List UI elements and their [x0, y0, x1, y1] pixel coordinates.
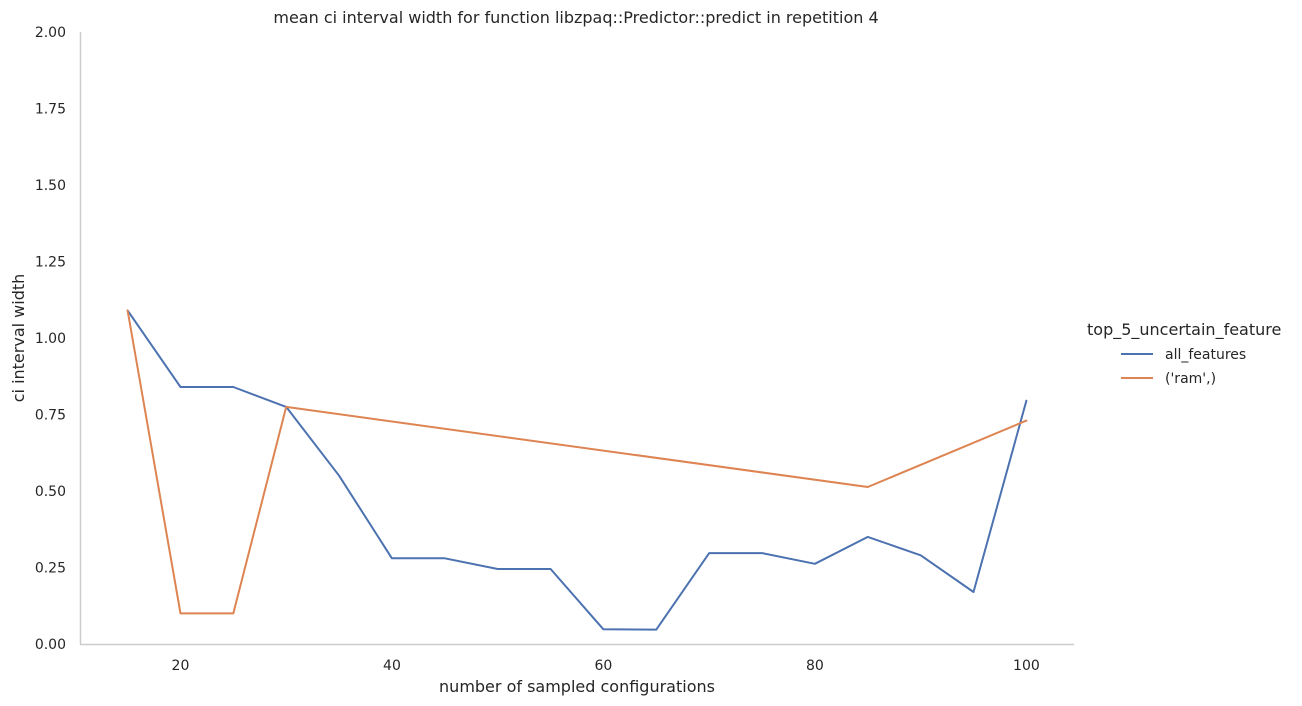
y-tick-label: 1.50 — [35, 178, 66, 194]
chart-title: mean ci interval width for function libz… — [273, 8, 878, 27]
legend-title: top_5_uncertain_feature — [1087, 320, 1281, 340]
y-tick-label: 1.75 — [35, 102, 66, 118]
x-tick-label: 100 — [1013, 658, 1040, 674]
legend-entries: all_features ('ram',) — [1121, 347, 1246, 387]
y-tick-label: 2.00 — [35, 25, 66, 41]
legend-label: all_features — [1165, 347, 1246, 363]
x-tick-label: 40 — [383, 658, 401, 674]
x-tick-label: 60 — [595, 658, 613, 674]
y-axis-ticks: 0.00 0.25 0.50 0.75 1.00 1.25 1.50 1.75 2.00 — [35, 25, 66, 653]
y-axis-label: ci interval width — [9, 274, 28, 403]
x-axis-ticks: 20 40 60 80 100 — [172, 658, 1040, 674]
series-line-2 — [126, 309, 1028, 615]
y-tick-label: 1.00 — [35, 331, 66, 347]
series-line-1 — [126, 309, 1028, 631]
y-tick-label: 1.25 — [35, 255, 66, 271]
legend: top_5_uncertain_feature all_features ('ra… — [1087, 320, 1281, 387]
y-tick-label: 0.25 — [35, 561, 66, 577]
y-tick-label: 0.75 — [35, 408, 66, 424]
y-tick-label: 0.50 — [35, 484, 66, 500]
legend-label: ('ram',) — [1165, 371, 1216, 387]
x-axis-label: number of sampled configurations — [439, 677, 715, 696]
x-tick-label: 80 — [806, 658, 824, 674]
x-tick-label: 20 — [172, 658, 190, 674]
series-lines — [126, 309, 1028, 631]
y-tick-label: 0.00 — [35, 637, 66, 653]
